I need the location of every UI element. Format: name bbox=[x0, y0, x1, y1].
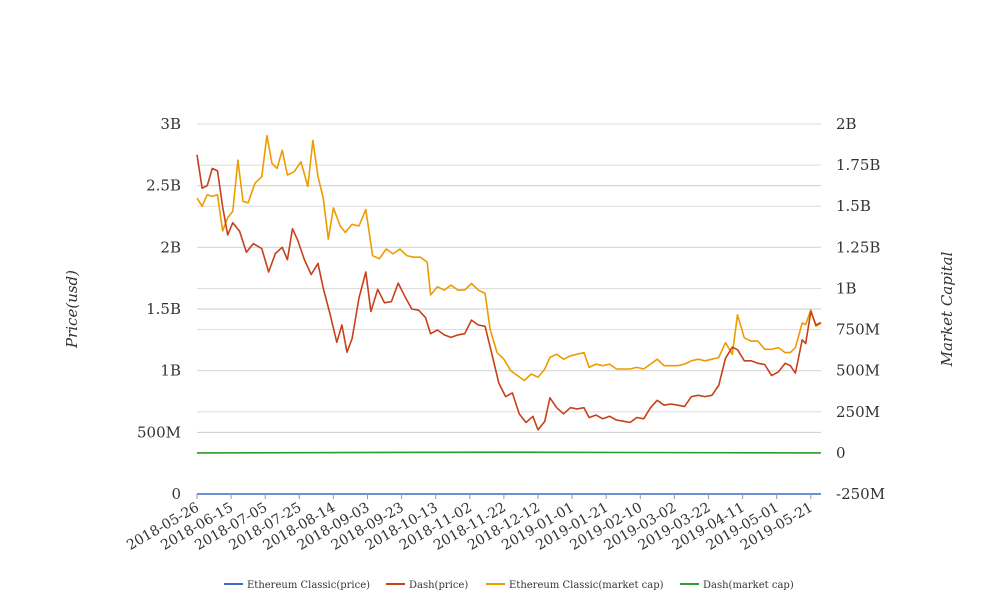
legend: Ethereum Classic(price) Dash(price) Ethere… bbox=[224, 580, 794, 591]
series-line-ethereum-classic-market-cap bbox=[196, 134, 822, 382]
x-axis: 2018-05-262018-06-152018-07-052018-07-25… bbox=[124, 494, 816, 554]
y-left-tick-label: 1B bbox=[160, 362, 181, 380]
y-left-tick-label: 500M bbox=[137, 423, 181, 441]
y-left-tick-label: 2.5B bbox=[146, 177, 181, 195]
legend-label: Dash(price) bbox=[409, 580, 468, 591]
y-right-tick-label: 1.25B bbox=[836, 238, 880, 256]
series-layer bbox=[196, 134, 822, 495]
y-axis-left: 0 500M 1B 1.5B 2B 2.5B 3B bbox=[137, 115, 181, 503]
y-left-tick-label: 3B bbox=[160, 115, 181, 133]
y-right-tick-label: 0 bbox=[836, 444, 846, 462]
y-left-tick-label: 2B bbox=[160, 238, 181, 256]
legend-label: Ethereum Classic(market cap) bbox=[509, 580, 664, 591]
y-axis-right-title: Market Capital bbox=[938, 251, 956, 367]
y-right-tick-label: 1.5B bbox=[836, 197, 871, 215]
series-line-dash-price bbox=[196, 154, 822, 431]
legend-label: Ethereum Classic(price) bbox=[247, 580, 370, 591]
y-right-tick-label: 250M bbox=[836, 403, 880, 421]
y-right-tick-label: -250M bbox=[836, 485, 885, 503]
gridlines bbox=[197, 123, 821, 495]
y-right-tick-label: 750M bbox=[836, 321, 880, 339]
y-right-tick-label: 500M bbox=[836, 362, 880, 380]
y-right-tick-label: 2B bbox=[836, 115, 857, 133]
y-left-tick-label: 0 bbox=[171, 485, 181, 503]
y-right-tick-label: 1.75B bbox=[836, 156, 880, 174]
y-left-tick-label: 1.5B bbox=[146, 300, 181, 318]
y-axis-right: -250M 0 250M 500M 750M 1B 1.25B 1.5B 1.75B 2B bbox=[836, 115, 885, 503]
series-line-dash-market-cap bbox=[196, 451, 822, 454]
y-axis-left-title: Price(usd) bbox=[63, 270, 81, 349]
legend-label: Dash(market cap) bbox=[703, 580, 794, 591]
y-right-tick-label: 1B bbox=[836, 279, 857, 297]
